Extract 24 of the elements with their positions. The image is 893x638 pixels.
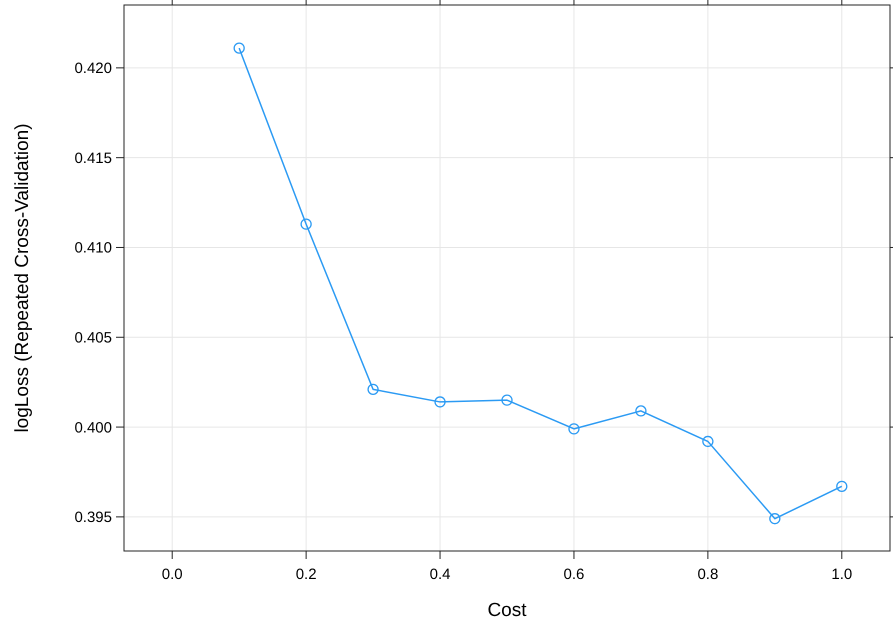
x-tick-label: 0.8 bbox=[697, 566, 718, 583]
point bbox=[300, 218, 312, 230]
y-axis-title: logLoss (Repeated Cross-Validation) bbox=[12, 123, 33, 433]
x-tick-label: 0.6 bbox=[564, 566, 584, 583]
point bbox=[501, 394, 513, 406]
y-tick-label: 0.395 bbox=[74, 509, 112, 526]
point bbox=[568, 423, 580, 435]
point bbox=[836, 480, 848, 492]
point bbox=[434, 396, 446, 408]
point bbox=[234, 42, 245, 54]
point bbox=[702, 436, 714, 448]
x-tick-label: 0.4 bbox=[430, 566, 450, 583]
x-tick-label: 0.2 bbox=[296, 566, 317, 583]
x-tick-label: 0.0 bbox=[162, 566, 183, 583]
y-tick-label: 0.410 bbox=[74, 240, 112, 257]
point bbox=[769, 513, 780, 524]
y-tick-label: 0.400 bbox=[74, 419, 112, 436]
point bbox=[367, 384, 379, 396]
y-tick-label: 0.405 bbox=[74, 330, 112, 347]
y-tick-label: 0.420 bbox=[74, 60, 112, 78]
y-tick-label: 0.415 bbox=[74, 150, 112, 167]
point bbox=[635, 405, 647, 417]
x-tick-label: 1.0 bbox=[831, 566, 852, 583]
x-axis-title: Cost bbox=[487, 600, 528, 621]
